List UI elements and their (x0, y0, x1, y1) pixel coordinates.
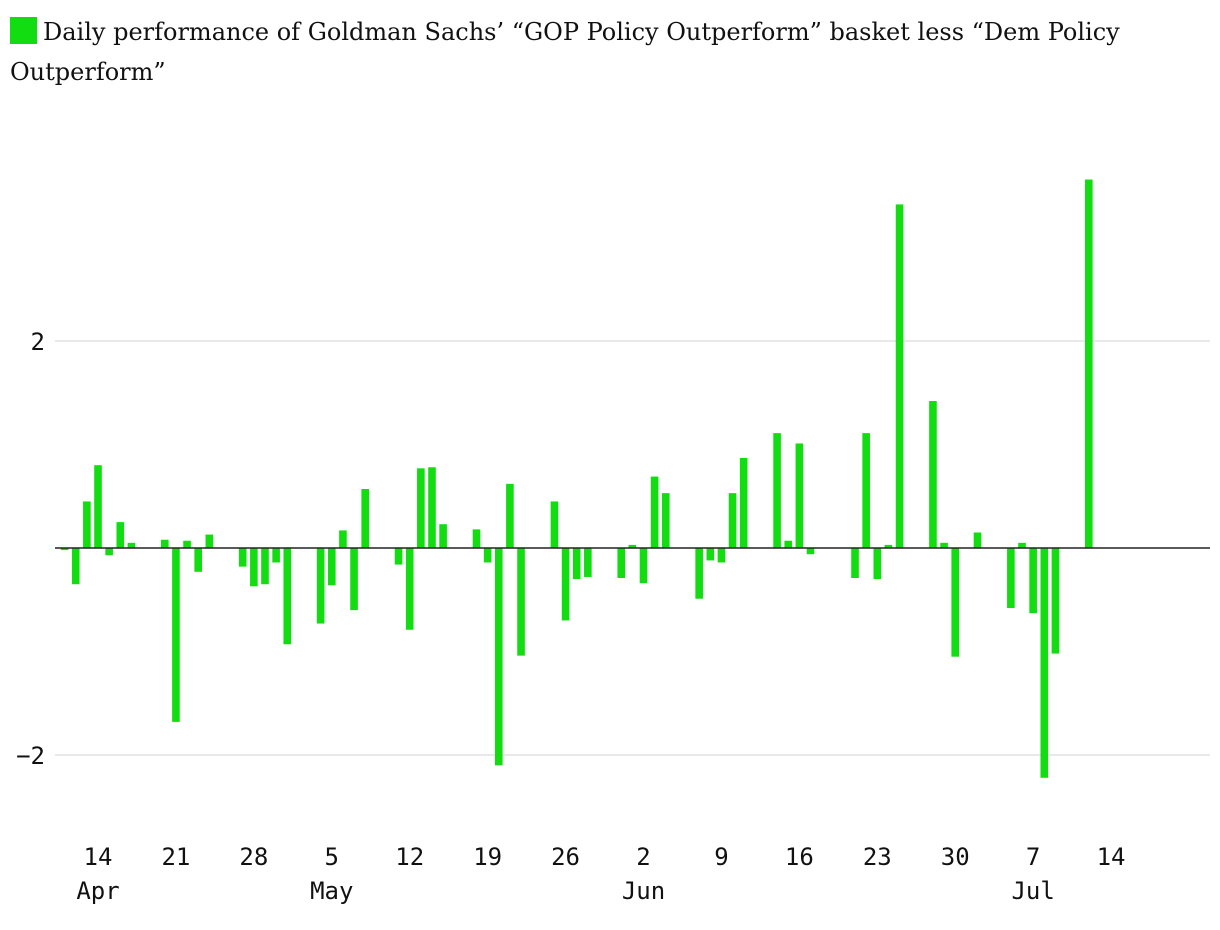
bar (417, 468, 425, 548)
bar (739, 457, 748, 548)
x-month-label: Apr (76, 877, 119, 905)
bar (116, 522, 125, 549)
x-tick-label: 5 (325, 843, 339, 871)
x-tick-label: 21 (161, 843, 190, 871)
bar (405, 548, 414, 630)
bar (1018, 542, 1026, 548)
x-tick-label: 12 (395, 843, 424, 871)
y-tick-label: −2 (16, 742, 45, 770)
bar (1029, 548, 1037, 614)
bar (973, 532, 982, 548)
bar (695, 548, 703, 599)
bar (205, 534, 214, 548)
bars (60, 179, 1093, 778)
bar (639, 548, 648, 584)
x-tick-label: 14 (1097, 843, 1126, 871)
legend-label: Daily performance of Goldman Sachs’ “GOP… (10, 18, 1120, 86)
bar (650, 476, 659, 548)
x-month-label: Jun (622, 877, 665, 905)
x-tick-label: 23 (863, 843, 892, 871)
bar (71, 548, 80, 585)
bar (717, 548, 726, 563)
x-tick-label: 26 (551, 843, 580, 871)
bar (261, 548, 269, 585)
bar (550, 501, 559, 548)
bar (617, 548, 626, 579)
bar (728, 493, 737, 548)
bar (561, 548, 570, 621)
x-tick-label: 30 (941, 843, 970, 871)
bar (517, 548, 525, 656)
x-tick-label: 14 (84, 843, 113, 871)
bar (929, 401, 937, 548)
bar (572, 548, 581, 580)
bar (127, 542, 136, 548)
bar (283, 548, 292, 645)
bar (628, 544, 637, 548)
x-tick-label: 28 (239, 843, 268, 871)
bar (806, 548, 815, 555)
bar (784, 540, 793, 548)
x-tick-label: 9 (714, 843, 728, 871)
bar (361, 489, 369, 548)
bar (584, 548, 592, 577)
legend-swatch (10, 17, 37, 44)
bar (60, 548, 69, 551)
bar (350, 548, 358, 611)
bar (895, 204, 904, 548)
bar (795, 443, 804, 548)
bar (851, 548, 859, 579)
bar (951, 548, 960, 657)
bar (661, 493, 670, 548)
bar (183, 540, 191, 548)
bar (506, 483, 514, 548)
x-tick-label: 16 (785, 843, 814, 871)
bar (1085, 179, 1093, 549)
bar (172, 548, 180, 722)
bar (327, 548, 336, 586)
x-tick-label: 7 (1026, 843, 1040, 871)
x-tick-label: 19 (473, 843, 502, 871)
bar (1007, 548, 1015, 609)
axis-labels: 2 −2 14 21 28 5 12 19 26 2 9 16 23 30 7 14 Apr May Jun Jul (16, 328, 1125, 905)
bar (773, 433, 781, 548)
bar (272, 548, 280, 563)
bar (483, 548, 492, 563)
bar (884, 544, 893, 548)
bar (250, 548, 258, 587)
gridlines (55, 340, 1210, 756)
bar (316, 548, 325, 624)
bar (1040, 548, 1049, 778)
bar (105, 548, 113, 556)
bar (339, 530, 347, 548)
bar (394, 548, 403, 565)
bar (862, 433, 870, 548)
bar (494, 548, 503, 766)
bar (83, 501, 91, 548)
bar (238, 548, 247, 567)
bar (194, 548, 202, 572)
bar (439, 524, 447, 548)
bar (94, 465, 102, 548)
x-tick-label: 2 (636, 843, 650, 871)
bar (161, 539, 169, 548)
x-month-label: Jul (1011, 877, 1054, 905)
bar (873, 548, 882, 580)
bar (472, 529, 481, 548)
bar (428, 467, 436, 548)
chart-legend: Daily performance of Goldman Sachs’ “GOP… (10, 12, 1215, 92)
bar (1051, 548, 1060, 654)
x-month-label: May (310, 877, 353, 905)
bar (940, 542, 948, 548)
y-tick-label: 2 (31, 328, 45, 356)
bar (706, 548, 715, 561)
